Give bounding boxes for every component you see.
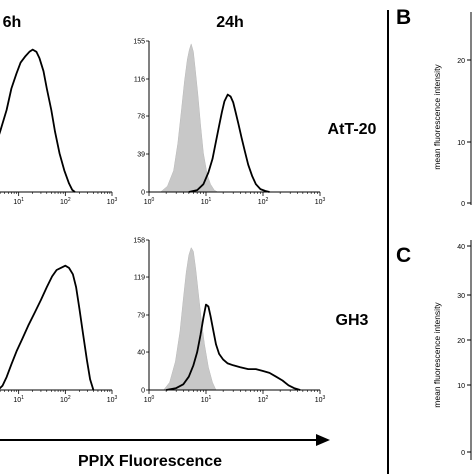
x-tick-label: 100	[144, 395, 155, 404]
x-tick-label: 100	[144, 197, 155, 206]
y-tick-label: 158	[133, 238, 145, 245]
y-tick-label: 0	[141, 190, 145, 197]
y-tick-label: 78	[137, 114, 145, 121]
x-tick-label: 102	[60, 197, 71, 206]
panel-b-tick-label: 0	[461, 201, 465, 208]
panel-letter-c: C	[396, 244, 411, 267]
histogram-gh3-6h: 101 102 103	[0, 264, 118, 404]
panel-b-tick-label: 20	[457, 58, 465, 65]
panel-b-tick-label: 10	[457, 140, 465, 147]
panel-c-axis-title: mean fluorescence intensity	[432, 302, 442, 408]
panel-c-tick-label: 20	[457, 338, 465, 345]
histogram-att20-24h: 100 101 102 103 0 39 78 116 155	[133, 39, 325, 207]
x-tick-label: 103	[107, 197, 118, 206]
x-tick-label: 101	[13, 395, 24, 404]
column-title-24h: 24h	[216, 14, 244, 31]
panel-letter-b: B	[396, 6, 411, 29]
x-axis-title: PPIX Fluorescence	[78, 453, 222, 470]
x-tick-label: 103	[315, 197, 326, 206]
x-axis-arrowhead	[316, 434, 330, 446]
y-tick-label: 119	[134, 275, 145, 282]
x-tick-label: 101	[201, 197, 212, 206]
histogram-att20-6h: 101 102 103	[0, 48, 118, 206]
x-tick-label: 101	[201, 395, 212, 404]
x-tick-label: 103	[315, 395, 326, 404]
treated-histogram-line	[0, 264, 95, 391]
panel-axes	[0, 389, 112, 391]
control-histogram-area	[159, 43, 219, 193]
y-tick-label: 0	[141, 388, 145, 395]
panel-c-tick-label: 10	[457, 383, 465, 390]
panel-axes	[0, 191, 112, 193]
treated-histogram-line	[166, 303, 301, 391]
y-tick-label: 155	[133, 39, 145, 46]
row-label-gh3: GH3	[336, 312, 369, 329]
row-label-att20: AtT-20	[328, 121, 377, 138]
treated-histogram-line	[188, 93, 270, 193]
y-tick-label: 79	[137, 313, 145, 320]
y-tick-label: 116	[134, 76, 145, 83]
control-histogram-area	[163, 246, 217, 391]
panel-c-tick-label: 40	[457, 244, 465, 251]
panel-b-axis-title: mean fluorescence intensity	[432, 64, 442, 170]
panel-c-tick-label: 30	[457, 293, 465, 300]
column-title-6h: 6h	[3, 14, 22, 31]
x-tick-label: 102	[258, 395, 269, 404]
histogram-gh3-24h: 100 101 102 103 0 40 79 119 158	[133, 238, 325, 405]
x-tick-label: 102	[60, 395, 71, 404]
x-tick-label: 101	[13, 197, 24, 206]
treated-histogram-line	[0, 48, 76, 193]
x-tick-label: 102	[258, 197, 269, 206]
panel-c-tick-label: 0	[461, 450, 465, 457]
y-tick-label: 40	[137, 350, 145, 357]
y-tick-label: 39	[137, 152, 145, 159]
x-tick-label: 103	[107, 395, 118, 404]
